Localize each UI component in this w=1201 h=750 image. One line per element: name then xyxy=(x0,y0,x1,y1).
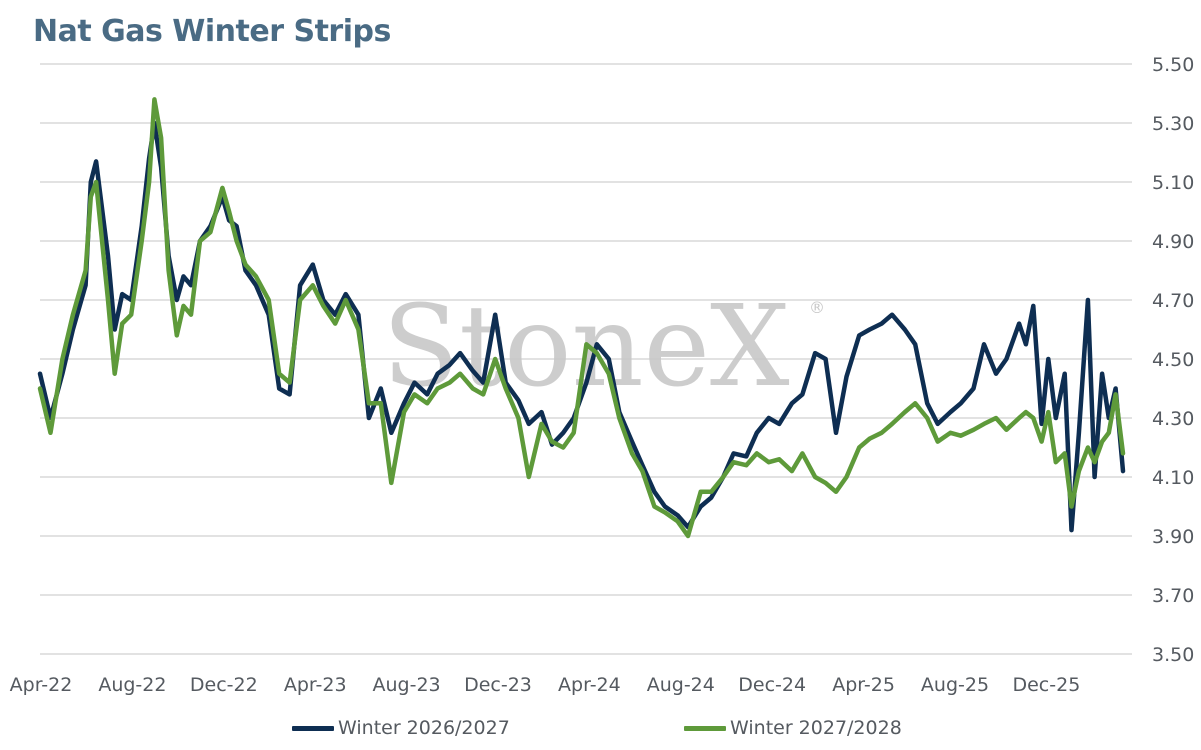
x-tick-label: Dec-23 xyxy=(464,674,532,696)
x-tick-label: Apr-23 xyxy=(284,674,347,696)
x-tick-label: Aug-23 xyxy=(373,674,441,696)
legend: Winter 2026/2027 Winter 2027/2028 xyxy=(0,717,1201,745)
legend-item-series-1: Winter 2026/2027 xyxy=(292,717,510,739)
x-tick-label: Apr-24 xyxy=(558,674,621,696)
series-line-winter-2027-2028 xyxy=(37,97,1126,539)
legend-label: Winter 2027/2028 xyxy=(730,717,902,739)
legend-label: Winter 2026/2027 xyxy=(338,717,510,739)
x-tick-label: Dec-22 xyxy=(190,674,258,696)
y-tick-label: 5.50 xyxy=(1152,54,1194,76)
legend-swatch-green xyxy=(684,725,726,731)
x-tick-label: Apr-25 xyxy=(832,674,895,696)
y-tick-label: 3.70 xyxy=(1152,585,1194,607)
legend-item-series-2: Winter 2027/2028 xyxy=(684,717,902,739)
y-tick-label: 4.30 xyxy=(1152,408,1194,430)
y-tick-label: 4.90 xyxy=(1152,231,1194,253)
gridlines xyxy=(40,63,1132,655)
x-tick-label: Dec-25 xyxy=(1012,674,1080,696)
legend-swatch-navy xyxy=(292,725,334,731)
x-tick-label: Aug-22 xyxy=(98,674,166,696)
x-tick-label: Aug-24 xyxy=(647,674,715,696)
series-lines xyxy=(37,97,1126,539)
y-tick-label: 5.30 xyxy=(1152,113,1194,135)
x-tick-label: Apr-22 xyxy=(10,674,73,696)
chart-title: Nat Gas Winter Strips xyxy=(33,14,391,49)
y-axis-labels: 3.50 3.70 3.90 4.10 4.30 4.50 4.70 4.90 5.10 5.30… xyxy=(1152,54,1194,666)
y-tick-label: 3.50 xyxy=(1152,644,1194,666)
y-tick-label: 5.10 xyxy=(1152,172,1194,194)
y-tick-label: 3.90 xyxy=(1152,526,1194,548)
y-tick-label: 4.50 xyxy=(1152,349,1194,371)
watermark-registered-mark: ® xyxy=(809,298,825,317)
y-tick-label: 4.10 xyxy=(1152,467,1194,489)
x-axis-labels: Apr-22 Aug-22 Dec-22 Apr-23 Aug-23 Dec-23 Apr-… xyxy=(10,674,1081,696)
y-tick-label: 4.70 xyxy=(1152,290,1194,312)
x-tick-label: Dec-24 xyxy=(738,674,806,696)
x-tick-label: Aug-25 xyxy=(921,674,989,696)
